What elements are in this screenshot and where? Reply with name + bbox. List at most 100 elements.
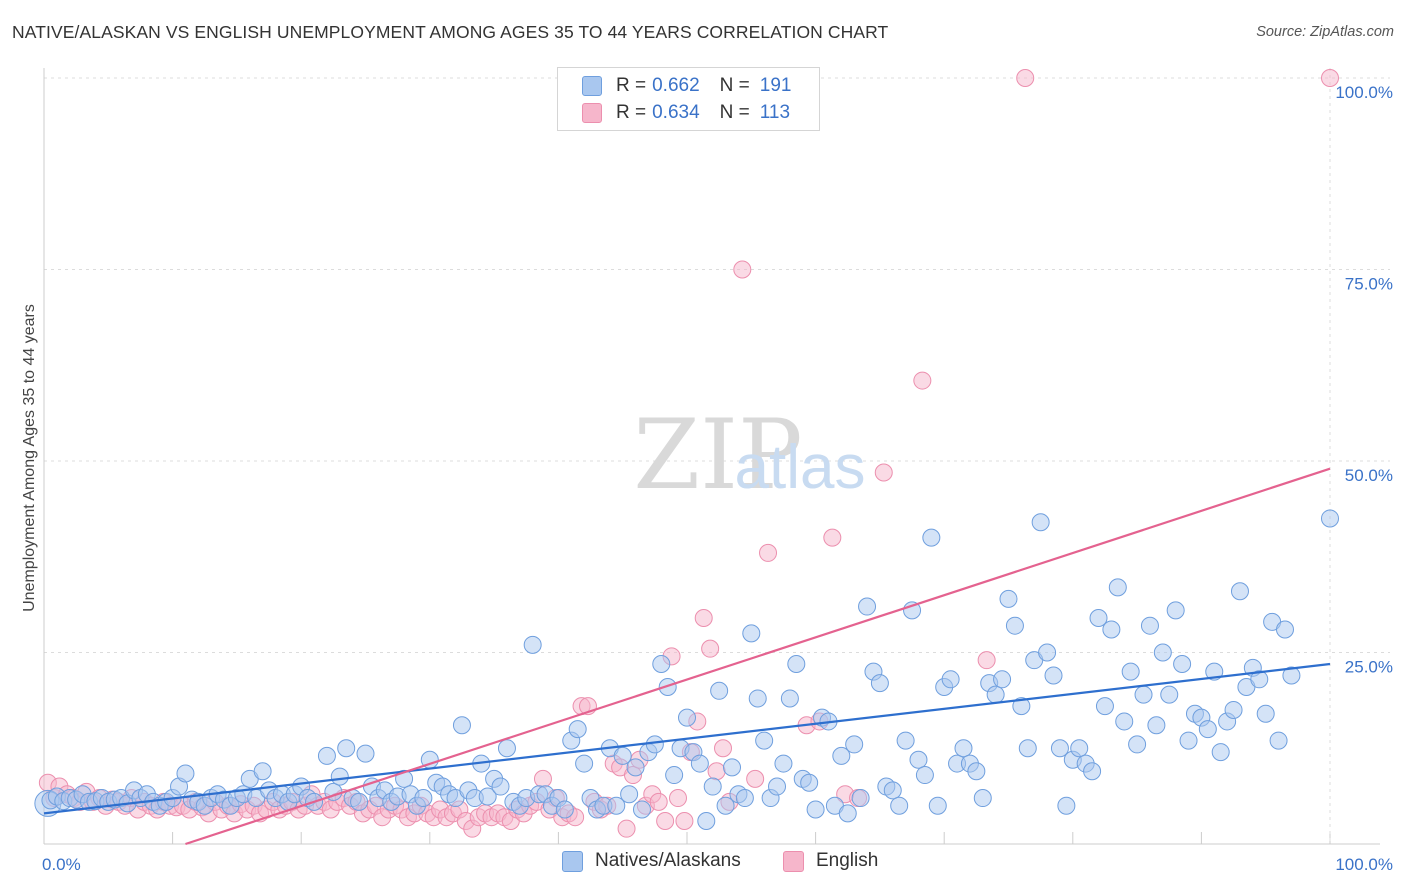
english-swatch: [783, 850, 804, 872]
english-point: [649, 792, 668, 811]
natives-trend-line: [43, 662, 1331, 815]
r-value: 0.662: [652, 75, 700, 96]
natives-point: [452, 716, 471, 735]
natives-point: [665, 766, 684, 785]
natives-point: [768, 777, 787, 796]
english-point: [617, 819, 636, 838]
natives-point: [742, 624, 761, 643]
english-point: [694, 609, 713, 628]
natives-point: [330, 767, 349, 786]
natives-point: [491, 777, 510, 796]
r-label: R =: [616, 75, 647, 96]
natives-point: [613, 746, 632, 765]
english-point: [668, 789, 687, 808]
english-point: [746, 769, 765, 788]
watermark-atlas: atlas: [735, 433, 866, 502]
natives-point: [1121, 662, 1140, 681]
natives-point: [1147, 716, 1166, 735]
natives-point: [337, 739, 356, 758]
natives-point: [896, 731, 915, 750]
r-label: R =: [616, 102, 647, 123]
natives-point: [845, 735, 864, 754]
natives-point: [1160, 685, 1179, 704]
r-value: 0.634: [652, 102, 700, 123]
natives-point: [1005, 616, 1024, 635]
natives-point: [1256, 704, 1275, 723]
english-point: [977, 651, 996, 670]
natives-point: [967, 762, 986, 781]
natives-point: [1173, 654, 1192, 673]
natives-point: [356, 744, 375, 763]
english-point: [1016, 69, 1035, 87]
x-tick-label: 100.0%: [1335, 855, 1393, 874]
natives-point: [523, 635, 542, 654]
natives-point: [1140, 616, 1159, 635]
natives-point: [1250, 670, 1269, 689]
legend-item-english[interactable]: English: [783, 850, 878, 872]
natives-point: [632, 800, 651, 819]
natives-swatch: [562, 850, 583, 872]
natives-point: [1166, 601, 1185, 620]
english-point: [707, 762, 726, 781]
natives-point: [716, 796, 735, 815]
natives-point: [620, 785, 639, 804]
english-point: [823, 528, 842, 547]
natives-point: [1211, 743, 1230, 762]
natives-point: [1275, 620, 1294, 639]
english-point: [701, 639, 720, 658]
natives-point: [710, 681, 729, 700]
natives-point: [1031, 513, 1050, 532]
natives-point: [497, 739, 516, 758]
natives-point: [755, 731, 774, 750]
natives-point: [800, 773, 819, 792]
natives-point: [858, 597, 877, 616]
natives-point: [1102, 620, 1121, 639]
natives-point: [1115, 712, 1134, 731]
natives-point: [954, 739, 973, 758]
n-label: N =: [719, 75, 750, 96]
watermark-zip: ZIP: [633, 399, 802, 511]
natives-point: [555, 800, 574, 819]
natives-point: [723, 758, 742, 777]
natives-point: [928, 796, 947, 815]
natives-point: [986, 685, 1005, 704]
english-point: [913, 371, 932, 390]
chart-title: NATIVE/ALASKAN VS ENGLISH UNEMPLOYMENT A…: [12, 22, 889, 42]
natives-point: [607, 796, 626, 815]
natives-point: [645, 735, 664, 754]
legend-label-english: English: [816, 850, 879, 871]
natives-point: [1012, 697, 1031, 716]
y-tick-label: 25.0%: [1345, 658, 1393, 677]
axis-tick-labels: 25.0% 50.0% 75.0% 100.0% 0.0% 100.0%: [42, 83, 1393, 874]
natives-point: [774, 754, 793, 773]
english-point: [714, 739, 733, 758]
n-label: N =: [719, 102, 750, 123]
natives-point: [1057, 796, 1076, 815]
english-point: [1321, 69, 1339, 87]
natives-point: [678, 708, 696, 727]
natives-point: [690, 754, 709, 773]
legend-row-english: R = 0.634 N = 113: [582, 100, 790, 126]
english-point: [733, 260, 752, 279]
english-trend-line: [185, 467, 1331, 846]
trend-lines: [43, 467, 1331, 846]
y-tick-label: 75.0%: [1345, 275, 1393, 294]
natives-point: [851, 789, 870, 808]
natives-point: [806, 800, 825, 819]
natives-point: [1198, 720, 1217, 739]
natives-point: [915, 766, 934, 785]
natives-point: [1230, 582, 1249, 601]
natives-point: [1134, 685, 1153, 704]
natives-point: [176, 764, 195, 783]
natives-point: [780, 689, 799, 708]
legend-item-natives[interactable]: Natives/Alaskans: [562, 850, 741, 872]
natives-point: [317, 746, 336, 765]
stats-legend: R = 0.662 N = 191 R = 0.634 N = 113: [557, 67, 820, 131]
legend-label-natives: Natives/Alaskans: [595, 850, 741, 871]
natives-point: [748, 689, 767, 708]
natives-point: [568, 720, 587, 739]
english-point: [759, 543, 778, 562]
series-legend: Natives/Alaskans English: [0, 850, 1406, 878]
natives-point: [1179, 731, 1198, 750]
